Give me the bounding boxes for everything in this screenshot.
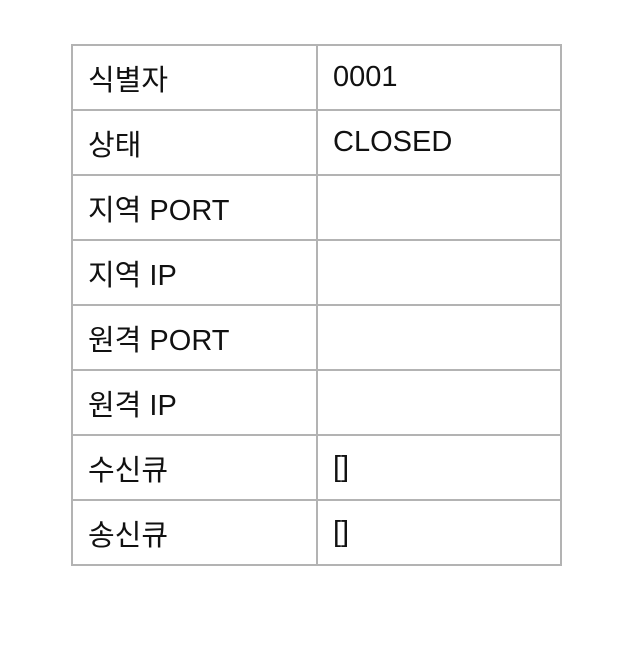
row-label-remote-port: 원격 PORT bbox=[71, 304, 318, 371]
row-value-remote-port bbox=[316, 304, 562, 371]
row-value-state: CLOSED bbox=[316, 109, 562, 176]
table-row-remote-ip: 원격 IP bbox=[71, 369, 562, 436]
row-value-remote-ip bbox=[316, 369, 562, 436]
connection-info-table: 식별자 0001 상태 CLOSED 지역 PORT 지역 IP 원격 PORT… bbox=[71, 44, 562, 566]
row-label-local-ip: 지역 IP bbox=[71, 239, 318, 306]
table-row-local-port: 지역 PORT bbox=[71, 174, 562, 241]
row-label-remote-ip: 원격 IP bbox=[71, 369, 318, 436]
row-label-send-queue: 송신큐 bbox=[71, 499, 318, 566]
row-label-identifier: 식별자 bbox=[71, 44, 318, 111]
row-value-send-queue: [] bbox=[316, 499, 562, 566]
table-row-local-ip: 지역 IP bbox=[71, 239, 562, 306]
row-value-identifier: 0001 bbox=[316, 44, 562, 111]
table-row-receive-queue: 수신큐 [] bbox=[71, 434, 562, 501]
table-row-identifier: 식별자 0001 bbox=[71, 44, 562, 111]
table-row-remote-port: 원격 PORT bbox=[71, 304, 562, 371]
row-label-state: 상태 bbox=[71, 109, 318, 176]
row-value-local-ip bbox=[316, 239, 562, 306]
table-row-state: 상태 CLOSED bbox=[71, 109, 562, 176]
row-value-local-port bbox=[316, 174, 562, 241]
row-label-receive-queue: 수신큐 bbox=[71, 434, 318, 501]
table-row-send-queue: 송신큐 [] bbox=[71, 499, 562, 566]
row-label-local-port: 지역 PORT bbox=[71, 174, 318, 241]
row-value-receive-queue: [] bbox=[316, 434, 562, 501]
